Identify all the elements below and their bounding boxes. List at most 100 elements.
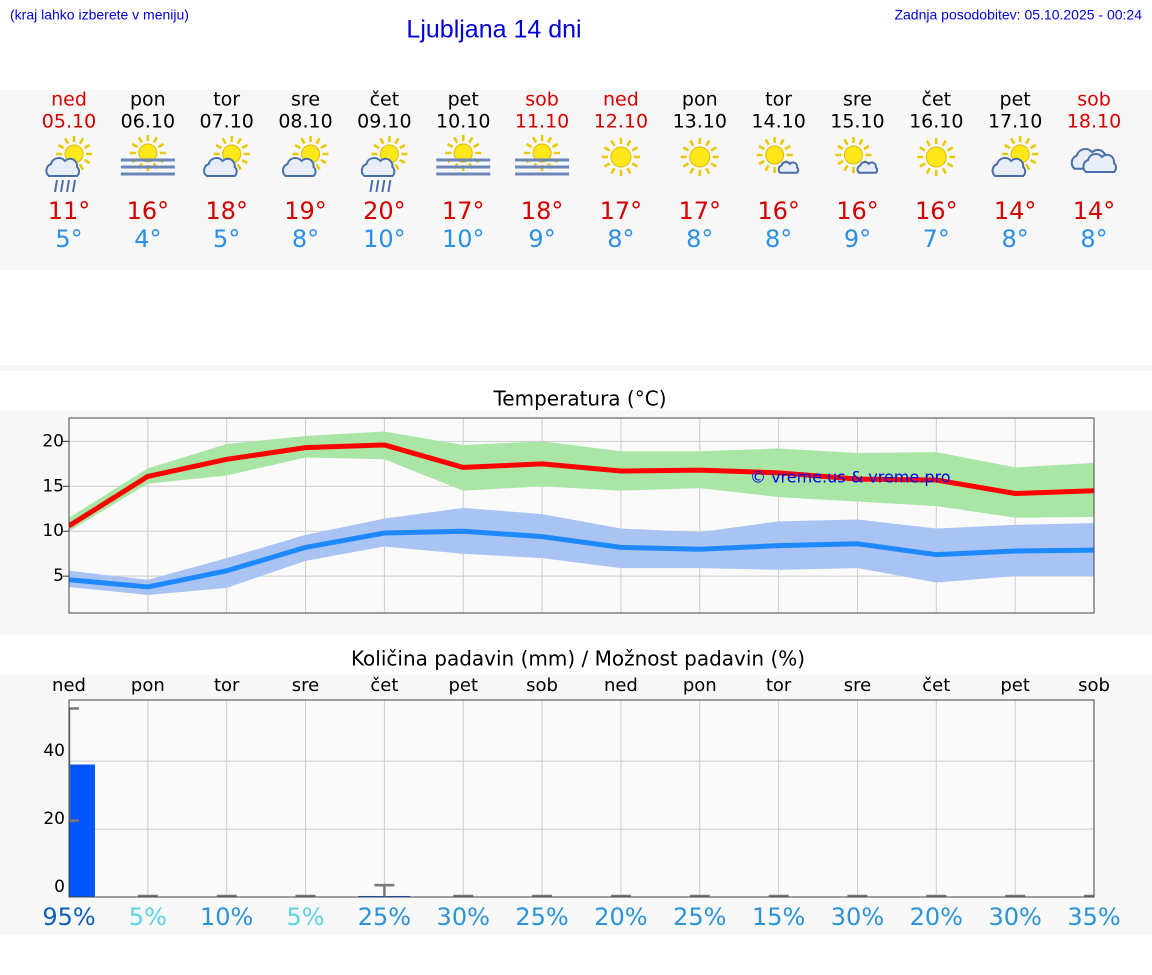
chance-label: 25% — [358, 903, 411, 931]
sun-ray — [294, 143, 301, 150]
day-date: 13.10 — [673, 111, 727, 133]
x-tick-label: ned — [52, 675, 86, 696]
sun-ray — [472, 142, 480, 149]
rain — [375, 179, 380, 193]
x-tick-label: sob — [1078, 675, 1110, 696]
x-tick-label: pet — [1000, 675, 1030, 696]
sun-ray — [784, 144, 791, 151]
sun-ray — [758, 144, 765, 151]
sun-ray — [215, 143, 222, 150]
plot — [69, 700, 1094, 897]
chance-label: 5% — [129, 903, 167, 931]
cloud — [856, 161, 879, 174]
day-name: pet — [448, 89, 479, 111]
sun-ray — [468, 136, 474, 144]
rain — [54, 179, 58, 193]
rain — [60, 179, 64, 193]
sun-ray — [131, 142, 139, 149]
temp-max: 17° — [442, 197, 485, 225]
sun-ray — [546, 136, 553, 144]
chance-label: 25% — [515, 903, 568, 931]
y-tick-label: 10 — [42, 521, 64, 541]
x-tick-label: sre — [844, 675, 871, 696]
temp-max: 11° — [48, 197, 91, 225]
sun-ray — [78, 163, 85, 171]
sun-ray — [764, 138, 770, 146]
day-name: ned — [603, 89, 639, 111]
sun-ray — [858, 138, 864, 146]
day-date: 14.10 — [751, 111, 805, 133]
plot — [69, 418, 1094, 613]
error-bar — [1084, 894, 1094, 897]
x-tick-label: sre — [292, 675, 319, 696]
chart-title: Količina padavin (mm) / Možnost padavin … — [351, 647, 805, 671]
temp-max: 17° — [600, 197, 643, 225]
plot-area — [69, 700, 1094, 897]
sun-ray — [603, 146, 611, 152]
annotation: © vreme.us & vreme.pro — [750, 468, 951, 487]
day-date: 08.10 — [278, 111, 332, 133]
sun-ray — [925, 139, 931, 147]
day-date: 10.10 — [436, 111, 490, 133]
sun-ray — [705, 139, 711, 147]
sun-ray — [394, 163, 400, 171]
temp-min: 9° — [528, 225, 555, 253]
chance-label: 95% — [42, 903, 95, 931]
sun-ray — [447, 142, 454, 149]
sun-ray — [710, 162, 717, 168]
weather-icon — [203, 136, 250, 177]
day-name: tor — [765, 89, 792, 111]
sun-ray — [453, 136, 459, 144]
sun-ray — [221, 137, 227, 145]
sun-ray — [682, 146, 690, 152]
day-date: 07.10 — [199, 111, 253, 133]
day-date: 17.10 — [988, 111, 1042, 133]
x-tick-label: ned — [604, 675, 638, 696]
sun-ray — [152, 136, 158, 144]
cloud — [360, 157, 396, 177]
sun-ray — [610, 139, 616, 147]
day-date: 09.10 — [357, 111, 411, 133]
sun-ray — [399, 158, 406, 165]
sun-ray — [241, 143, 248, 150]
day-name: tor — [213, 89, 240, 111]
sun-ray — [394, 137, 400, 145]
day-name: pon — [130, 89, 166, 111]
chance-label: 5% — [286, 903, 324, 931]
sun-ray — [603, 162, 611, 168]
temp-max: 18° — [521, 197, 564, 225]
temp-max: 14° — [994, 197, 1037, 225]
cloud — [45, 157, 80, 177]
sun-ray — [379, 137, 385, 145]
chance-label: 15% — [752, 903, 805, 931]
day-name: pon — [682, 89, 718, 111]
range-band — [69, 507, 1094, 596]
sun — [453, 143, 473, 163]
weather-icon — [281, 136, 329, 177]
day-name: ned — [51, 89, 87, 111]
updated: Zadnja posodobitev: 05.10.2025 - 00:24 — [894, 7, 1142, 23]
day-name: sre — [843, 89, 872, 111]
y-tick-label: 15 — [42, 476, 64, 496]
weather-icon — [756, 137, 800, 174]
sun-ray — [946, 146, 954, 152]
sun-ray — [925, 167, 931, 175]
forecast-strip — [0, 90, 1152, 270]
weather-icon — [835, 137, 879, 174]
sun-ray — [300, 137, 306, 145]
sun-ray — [837, 159, 844, 166]
temp-min: 10° — [442, 225, 485, 253]
sun-ray — [941, 139, 947, 147]
chart-title: Temperatura (°C) — [492, 387, 666, 411]
sun — [138, 143, 158, 163]
temp-min: 5° — [55, 225, 82, 253]
temp-max: 16° — [836, 197, 879, 225]
sun-ray — [137, 136, 143, 144]
sun-ray — [626, 167, 632, 175]
x-tick-label: tor — [766, 675, 792, 696]
sun-ray — [236, 137, 242, 145]
sun-ray — [1003, 143, 1011, 150]
error-bar — [69, 707, 79, 822]
rain — [387, 179, 392, 193]
rain — [72, 179, 76, 193]
